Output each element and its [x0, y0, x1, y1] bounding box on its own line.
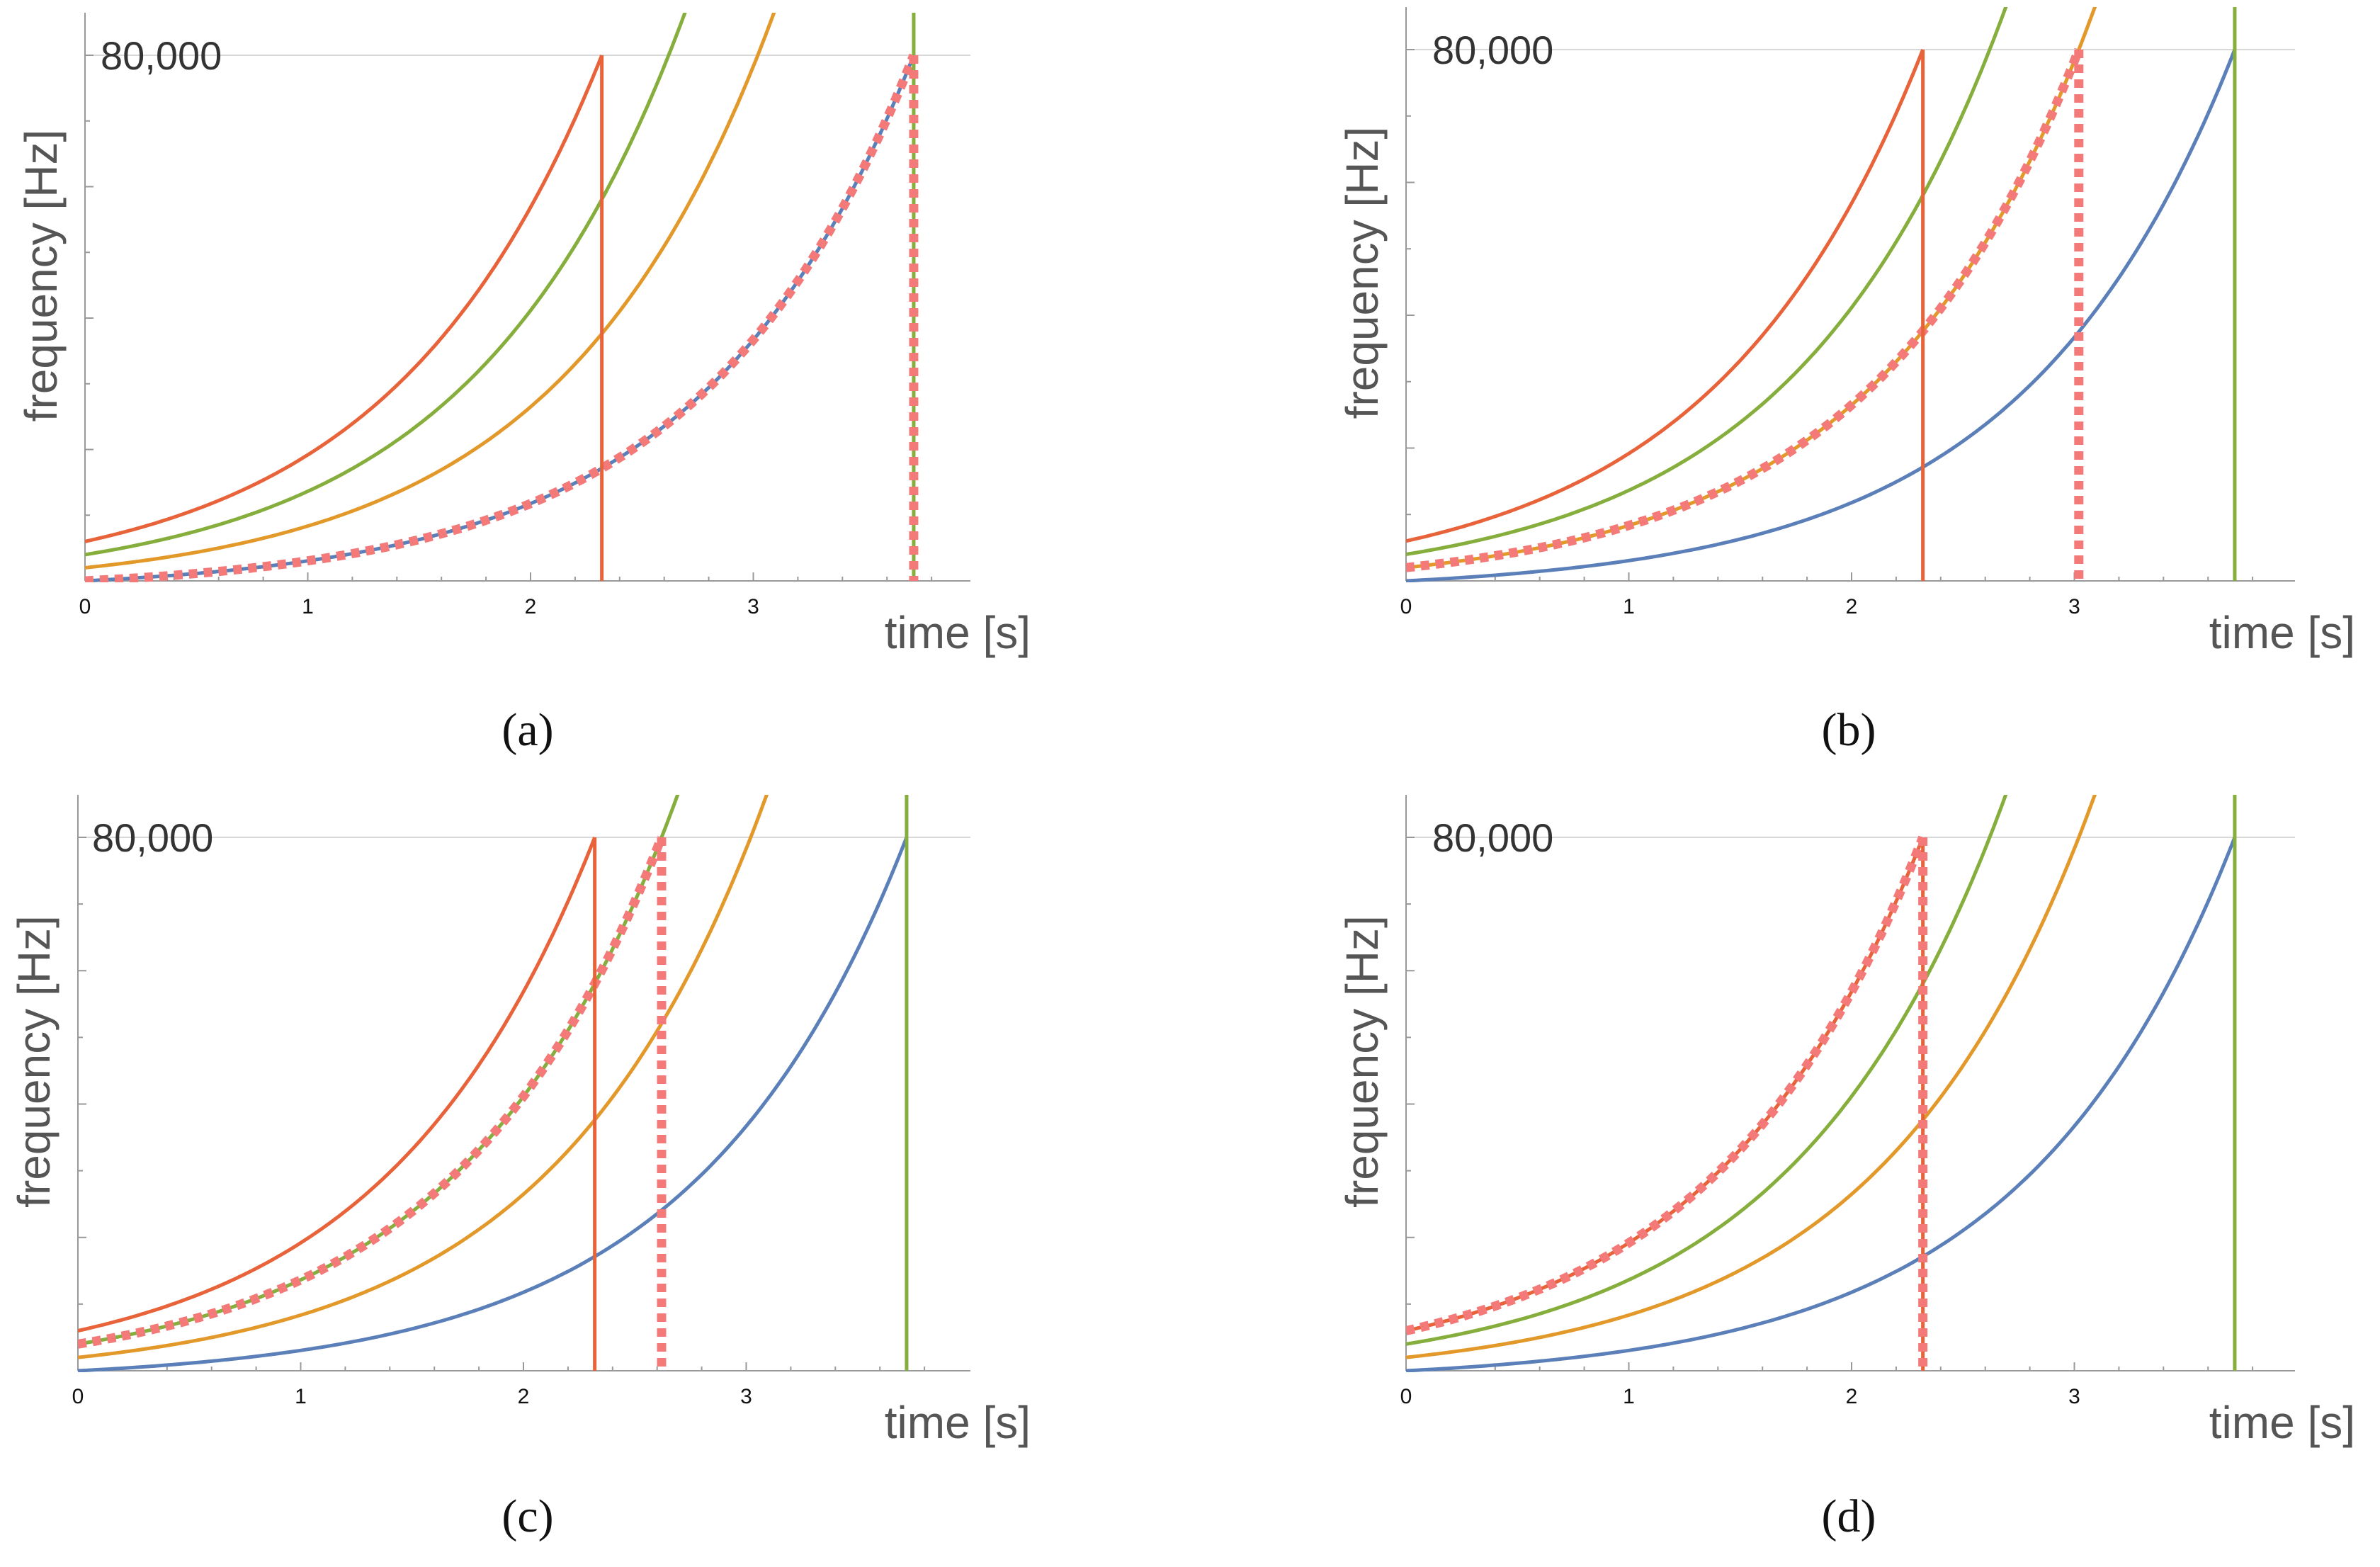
- highlight-curve: [1406, 835, 1927, 1335]
- x-axis-label: time [s]: [885, 607, 1031, 658]
- x-tick-label: 1: [295, 1385, 307, 1408]
- panel-caption: (d): [1822, 1490, 1876, 1542]
- series-line-green: [1406, 795, 2008, 1346]
- x-tick-label: 2: [518, 1385, 530, 1408]
- y-axis-label: frequency [Hz]: [1337, 915, 1388, 1208]
- series-line-blue: [78, 837, 909, 1372]
- series-group: [85, 13, 918, 582]
- highlight-curve: [1406, 47, 2083, 572]
- x-tick-label: 2: [1846, 1385, 1858, 1408]
- series-line-orange: [78, 795, 769, 1359]
- series-group: [1406, 795, 2237, 1372]
- x-tick-label: 0: [79, 595, 91, 618]
- x-tick-label: 1: [302, 595, 314, 618]
- x-tick-label: 1: [1623, 595, 1635, 618]
- y-max-label: 80,000: [92, 815, 213, 860]
- x-tick-label: 2: [525, 595, 537, 618]
- series-line-orange: [85, 13, 776, 570]
- series-line-blue: [85, 55, 916, 582]
- x-tick-label: 3: [2068, 1385, 2080, 1408]
- x-axis-label: time [s]: [2209, 607, 2355, 658]
- panel-c: 0 1 2 3 80,000 frequency [Hz] time [s] (c): [8, 795, 1031, 1542]
- y-axis-label: frequency [Hz]: [1337, 127, 1388, 419]
- series-line-red: [1406, 49, 1925, 543]
- series-line-red: [78, 837, 596, 1333]
- panel-d: 0 1 2 3 80,000 frequency [Hz] time [s] (d): [1337, 795, 2355, 1542]
- y-axis-label: frequency [Hz]: [8, 915, 60, 1208]
- x-tick-label: 3: [747, 595, 759, 618]
- x-tick-label: 0: [72, 1385, 84, 1408]
- y-max-label: 80,000: [101, 33, 222, 78]
- x-axis-label: time [s]: [2209, 1397, 2355, 1448]
- x-tick-label: 1: [1623, 1385, 1635, 1408]
- y-axis-label: frequency [Hz]: [16, 130, 67, 422]
- x-tick-label: 3: [2068, 595, 2080, 618]
- series-line-red: [1406, 837, 1925, 1333]
- series-group: [1406, 7, 2237, 582]
- x-tick-label: 3: [740, 1385, 752, 1408]
- x-tick-label: 0: [1400, 1385, 1412, 1408]
- series-line-orange: [1406, 7, 2097, 570]
- series-group: [78, 795, 909, 1372]
- series-line-green: [1406, 7, 2008, 556]
- y-max-label: 80,000: [1432, 815, 1553, 860]
- series-line-blue: [1406, 49, 2237, 582]
- highlight-curve: [85, 53, 918, 582]
- series-line-green: [78, 795, 680, 1346]
- x-tick-label: 2: [1846, 595, 1858, 618]
- x-tick-label: 0: [1400, 595, 1412, 618]
- series-line-blue: [1406, 837, 2237, 1372]
- x-axis-label: time [s]: [885, 1397, 1031, 1448]
- panel-caption: (a): [502, 704, 553, 756]
- series-line-green: [85, 13, 687, 557]
- panel-a: 0 1 2 3 80,000 frequency [Hz] time [s] (a): [16, 13, 1031, 756]
- y-max-label: 80,000: [1432, 28, 1553, 72]
- panel-b: 0 1 2 3 80,000 frequency [Hz] time [s] (b): [1337, 7, 2355, 756]
- panel-caption: (c): [502, 1490, 553, 1542]
- highlight-curve: [78, 835, 667, 1349]
- series-line-red: [85, 55, 604, 543]
- series-line-orange: [1406, 795, 2097, 1359]
- panel-caption: (b): [1822, 704, 1876, 756]
